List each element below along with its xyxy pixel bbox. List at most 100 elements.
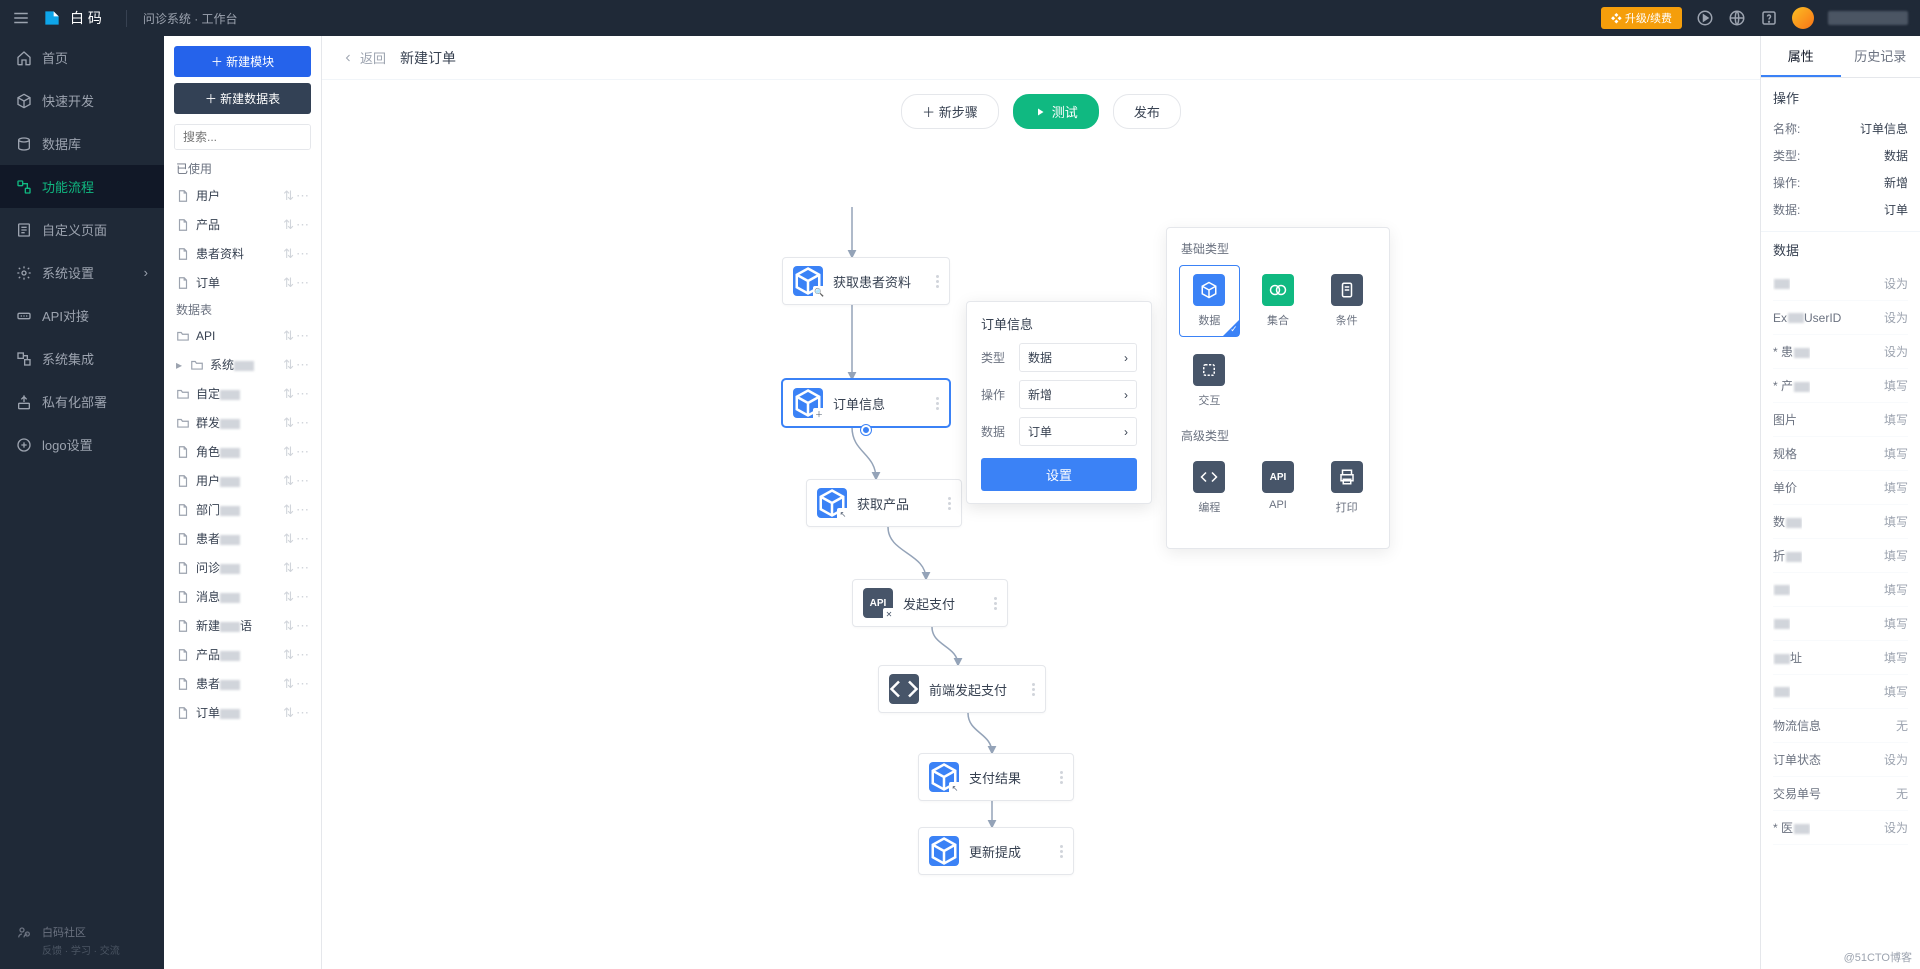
field-action[interactable]: 填写 — [1884, 445, 1908, 462]
node-config-popover: 订单信息类型数据›操作新增›数据订单›设置 — [966, 301, 1152, 504]
back-link[interactable]: 返回 — [342, 48, 386, 67]
data-field-row: 单价填写 — [1773, 471, 1908, 505]
flow-node[interactable]: 🔍获取患者资料 — [782, 257, 950, 305]
sort-icon: ⇅ — [283, 357, 294, 373]
publish-button[interactable]: 发布 — [1113, 94, 1181, 129]
avatar[interactable] — [1792, 7, 1814, 29]
globe-icon[interactable] — [1728, 9, 1746, 27]
brand-logo[interactable]: 白 码 — [42, 8, 102, 28]
type-option-API[interactable]: APIAPI — [1248, 452, 1309, 524]
field-action[interactable]: 设为 — [1884, 309, 1908, 326]
more-icon[interactable] — [986, 597, 997, 610]
module-item[interactable]: 用户⇅⋯ — [164, 466, 321, 495]
field-action[interactable]: 设为 — [1884, 819, 1908, 836]
more-icon[interactable] — [928, 275, 939, 288]
flow-node[interactable]: ↖获取产品 — [806, 479, 962, 527]
chevron-right-icon: › — [1124, 351, 1128, 365]
upgrade-button[interactable]: ❖ 升级/续费 — [1601, 7, 1682, 29]
tab-properties[interactable]: 属性 — [1761, 36, 1841, 77]
top-header: 白 码 问诊系统 · 工作台 ❖ 升级/续费 — [0, 0, 1920, 36]
new-module-button[interactable]: ＋ 新建模块 — [174, 46, 311, 77]
nav-item-flow[interactable]: 功能流程 — [0, 165, 164, 208]
field-action[interactable]: 设为 — [1884, 343, 1908, 360]
module-item[interactable]: 产品⇅⋯ — [164, 640, 321, 669]
module-item[interactable]: 产品⇅⋯ — [164, 210, 321, 239]
field-action[interactable]: 填写 — [1884, 615, 1908, 632]
field-action[interactable]: 设为 — [1884, 275, 1908, 292]
type-option-数据[interactable]: 数据 — [1179, 265, 1240, 337]
test-button[interactable]: 测试 — [1013, 94, 1099, 129]
field-action[interactable]: 填写 — [1884, 683, 1908, 700]
sort-icon: ⇅ — [283, 589, 294, 605]
flow-node[interactable]: API✕发起支付 — [852, 579, 1008, 627]
type-option-打印[interactable]: 打印 — [1316, 452, 1377, 524]
tab-history[interactable]: 历史记录 — [1841, 36, 1920, 77]
more-icon: ⋯ — [296, 444, 309, 460]
nav-item-api[interactable]: API对接 — [0, 294, 164, 337]
module-item[interactable]: 群发⇅⋯ — [164, 408, 321, 437]
select-数据[interactable]: 订单› — [1019, 417, 1137, 446]
type-option-集合[interactable]: 集合 — [1248, 265, 1309, 337]
field-action[interactable]: 无 — [1896, 785, 1908, 802]
module-item[interactable]: 消息⇅⋯ — [164, 582, 321, 611]
module-item[interactable]: 患者资料⇅⋯ — [164, 239, 321, 268]
menu-icon[interactable] — [12, 9, 30, 27]
play-icon[interactable] — [1696, 9, 1714, 27]
module-item[interactable]: 患者⇅⋯ — [164, 669, 321, 698]
nav-item-integrate[interactable]: 系统集成 — [0, 337, 164, 380]
new-step-button[interactable]: ＋ 新步骤 — [901, 94, 999, 129]
more-icon[interactable] — [1052, 845, 1063, 858]
more-icon[interactable] — [940, 497, 951, 510]
field-action[interactable]: 填写 — [1884, 581, 1908, 598]
more-icon: ⋯ — [296, 705, 309, 721]
more-icon[interactable] — [1024, 683, 1035, 696]
module-item[interactable]: 问诊⇅⋯ — [164, 553, 321, 582]
flow-node[interactable]: ↖支付结果 — [918, 753, 1074, 801]
nav-item-database[interactable]: 数据库 — [0, 122, 164, 165]
sort-icon: ⇅ — [283, 618, 294, 634]
type-option-交互[interactable]: 交互 — [1179, 345, 1240, 417]
module-search-input[interactable] — [175, 125, 311, 149]
nav-item-home[interactable]: 首页 — [0, 36, 164, 79]
field-action[interactable]: 填写 — [1884, 649, 1908, 666]
module-item[interactable]: ▸系统⇅⋯ — [164, 350, 321, 379]
module-item[interactable]: 患者⇅⋯ — [164, 524, 321, 553]
field-action[interactable]: 无 — [1896, 717, 1908, 734]
settings-button[interactable]: 设置 — [981, 458, 1137, 491]
drop-handle[interactable] — [861, 425, 871, 435]
flow-node[interactable]: 前端发起支付 — [878, 665, 1046, 713]
field-action[interactable]: 填写 — [1884, 411, 1908, 428]
type-option-条件[interactable]: 条件 — [1316, 265, 1377, 337]
module-item[interactable]: 新建语⇅⋯ — [164, 611, 321, 640]
module-item[interactable]: 订单⇅⋯ — [164, 268, 321, 297]
more-icon[interactable] — [1052, 771, 1063, 784]
more-icon[interactable] — [928, 397, 939, 410]
nav-item-settings[interactable]: 系统设置› — [0, 251, 164, 294]
field-action[interactable]: 填写 — [1884, 479, 1908, 496]
left-nav: 首页快速开发数据库功能流程自定义页面系统设置›API对接系统集成私有化部署log… — [0, 36, 164, 969]
new-datatable-button[interactable]: ＋ 新建数据表 — [174, 83, 311, 114]
field-action[interactable]: 填写 — [1884, 377, 1908, 394]
module-item[interactable]: 订单⇅⋯ — [164, 698, 321, 727]
api-icon: API✕ — [863, 588, 893, 618]
field-action[interactable]: 设为 — [1884, 751, 1908, 768]
field-action[interactable]: 填写 — [1884, 513, 1908, 530]
module-item[interactable]: API⇅⋯ — [164, 322, 321, 350]
nav-item-deploy[interactable]: 私有化部署 — [0, 380, 164, 423]
module-item[interactable]: 用户⇅⋯ — [164, 181, 321, 210]
canvas-area: 返回 新建订单 ＋ 新步骤 测试 发布 🔍获取患者资料＋订单信息↖获取产品API… — [322, 36, 1760, 969]
nav-item-page[interactable]: 自定义页面 — [0, 208, 164, 251]
flow-node[interactable]: ＋订单信息 — [782, 379, 950, 427]
flow-node[interactable]: 更新提成 — [918, 827, 1074, 875]
module-item[interactable]: 自定⇅⋯ — [164, 379, 321, 408]
select-类型[interactable]: 数据› — [1019, 343, 1137, 372]
module-item[interactable]: 部门⇅⋯ — [164, 495, 321, 524]
help-icon[interactable] — [1760, 9, 1778, 27]
nav-item-cube[interactable]: 快速开发 — [0, 79, 164, 122]
module-item[interactable]: 角色⇅⋯ — [164, 437, 321, 466]
more-icon: ⋯ — [296, 246, 309, 262]
type-option-编程[interactable]: 编程 — [1179, 452, 1240, 524]
select-操作[interactable]: 新增› — [1019, 380, 1137, 409]
nav-item-logo[interactable]: logo设置 — [0, 423, 164, 466]
field-action[interactable]: 填写 — [1884, 547, 1908, 564]
